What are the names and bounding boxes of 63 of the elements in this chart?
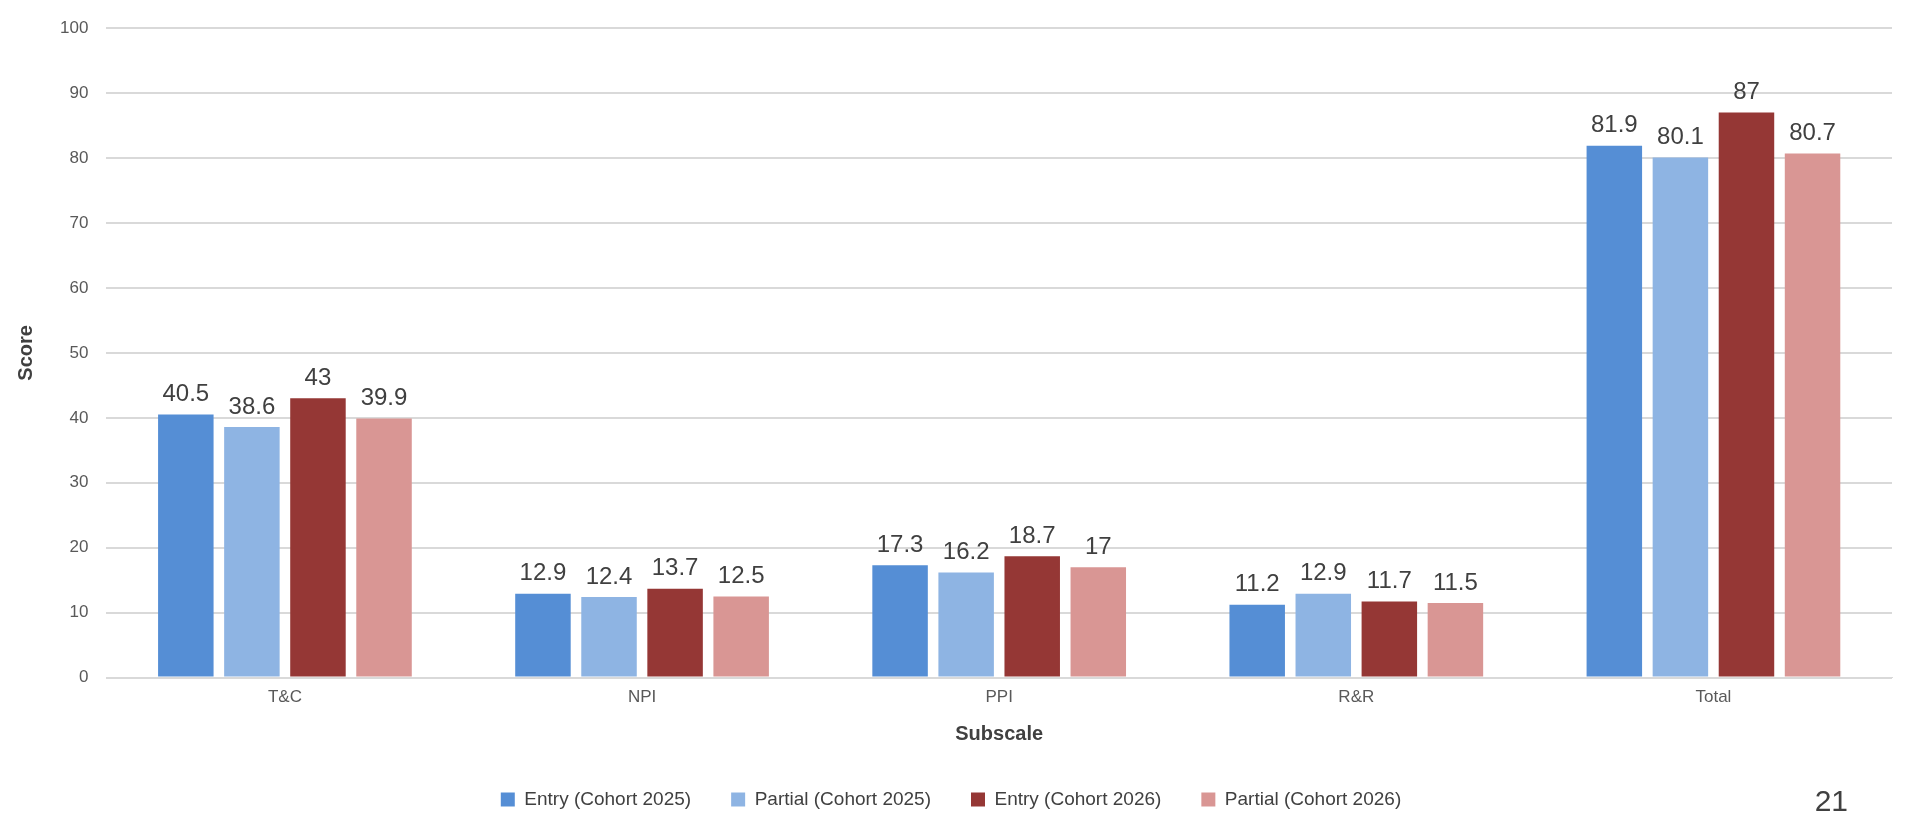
- x-tick-label: Total: [1695, 687, 1732, 707]
- x-tick-label: T&C: [267, 687, 302, 707]
- bar: [1784, 153, 1841, 677]
- bar: [938, 572, 994, 677]
- data-label: 18.7: [1008, 520, 1056, 548]
- y-tick-label: 80: [69, 147, 89, 167]
- data-label: 11.2: [1234, 569, 1280, 597]
- data-label: 80.7: [1789, 118, 1836, 146]
- data-label: 11.7: [1366, 566, 1412, 594]
- bar: [158, 414, 214, 677]
- y-tick-label: 30: [69, 472, 89, 492]
- data-label: 12.4: [585, 561, 633, 589]
- legend-label: Partial (Cohort 2025): [754, 787, 932, 809]
- data-label: 12.9: [1299, 558, 1347, 586]
- data-label: 12.5: [717, 561, 765, 589]
- data-label: 81.9: [1590, 110, 1638, 138]
- y-tick-label: 50: [69, 342, 89, 362]
- bar: [1652, 157, 1709, 677]
- bar: [1004, 556, 1060, 677]
- y-axis-title: Score: [13, 325, 36, 381]
- bar: [1070, 567, 1127, 677]
- y-tick-label: 0: [78, 667, 89, 687]
- y-tick-label: 10: [69, 602, 89, 622]
- bar: [1586, 145, 1643, 677]
- data-label: 40.5: [162, 379, 210, 407]
- bar: [515, 593, 571, 677]
- y-tick-label: 40: [69, 407, 89, 427]
- data-label: 87: [1733, 77, 1760, 105]
- data-label: 39.9: [360, 383, 408, 411]
- data-label: 17: [1084, 531, 1112, 559]
- data-label: 16.2: [942, 537, 990, 565]
- legend-label: Entry (Cohort 2026): [994, 787, 1162, 809]
- bar: [647, 588, 703, 677]
- y-tick-label: 60: [69, 277, 89, 297]
- bar: [713, 596, 769, 677]
- bar: [1295, 593, 1352, 677]
- data-label: 12.9: [519, 558, 567, 586]
- data-label: 13.7: [651, 553, 699, 581]
- bar: [1718, 112, 1775, 677]
- legend-label: Entry (Cohort 2025): [524, 787, 692, 809]
- data-label: 43: [304, 362, 332, 390]
- y-tick-label: 100: [59, 17, 89, 37]
- data-label: 38.6: [228, 391, 276, 419]
- x-tick-label: NPI: [627, 687, 657, 707]
- y-tick-label: 90: [69, 82, 89, 102]
- x-axis-title: Subscale: [955, 721, 1044, 744]
- y-tick-label: 20: [69, 537, 89, 557]
- y-tick-label: 70: [69, 212, 89, 232]
- bar: [290, 398, 346, 677]
- bar: [581, 597, 637, 677]
- data-label: 11.5: [1432, 567, 1478, 595]
- bar: [872, 565, 928, 677]
- data-label: 17.3: [876, 529, 924, 557]
- legend-label: Partial (Cohort 2026): [1224, 787, 1402, 809]
- data-label: 80.1: [1657, 122, 1704, 150]
- bar: [1229, 604, 1285, 677]
- bar: [356, 418, 412, 677]
- bar: [1427, 602, 1484, 677]
- bar: [1361, 601, 1418, 677]
- text: 21: [1814, 784, 1848, 818]
- x-tick-label: PPI: [985, 687, 1013, 707]
- x-tick-label: R&R: [1338, 687, 1375, 707]
- bar: [224, 426, 280, 677]
